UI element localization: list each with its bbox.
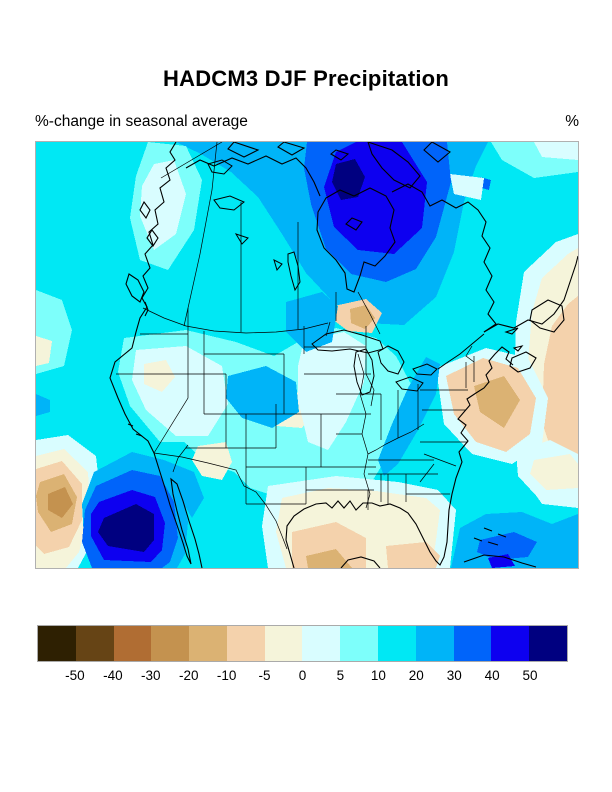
colorbar-segment [340,626,379,661]
contour-fills [36,142,578,568]
figure-subtitle: %-change in seasonal average [35,113,248,130]
colorbar-ticks: -50 -40 -30 -20 -10 -5 0 5 10 20 30 40 50 [37,668,568,686]
colorbar-segment [189,626,227,661]
map-canvas [36,142,578,568]
colorbar-segment [491,626,530,661]
colorbar [37,625,568,662]
colorbar-segment [453,626,492,661]
colorbar-tick-label: -40 [103,668,123,683]
colorbar-segment [38,626,76,661]
colorbar-tick-label: -50 [65,668,85,683]
colorbar-tick-label: 40 [484,668,500,683]
colorbar-tick-label: 20 [408,668,424,683]
colorbar-segment [264,626,303,661]
state-borders [116,142,475,550]
figure-title: HADCM3 DJF Precipitation [163,66,449,91]
colorbar-tick-label: -10 [216,668,237,683]
colorbar-segment [302,626,341,661]
map-plot [35,141,579,569]
unit-label: % [565,113,579,130]
colorbar-tick-label: 0 [298,668,307,683]
colorbar-segment [378,626,416,661]
colorbar-tick-label: 5 [336,668,345,683]
colorbar-tick-label: 30 [446,668,462,683]
colorbar-segment [151,626,190,661]
colorbar-segment [415,626,454,661]
lakes [207,159,485,396]
colorbar-tick-label: -5 [258,668,271,683]
colorbar-tick-label: -20 [178,668,199,683]
colorbar-tick-label: -30 [141,668,161,683]
colorbar-segment [75,626,114,661]
colorbar-tick-label: 10 [370,668,386,683]
colorbar-segment [113,626,152,661]
colorbar-segment [529,626,567,661]
colorbar-segment [226,626,265,661]
colorbar-tick-label: 50 [522,668,538,683]
